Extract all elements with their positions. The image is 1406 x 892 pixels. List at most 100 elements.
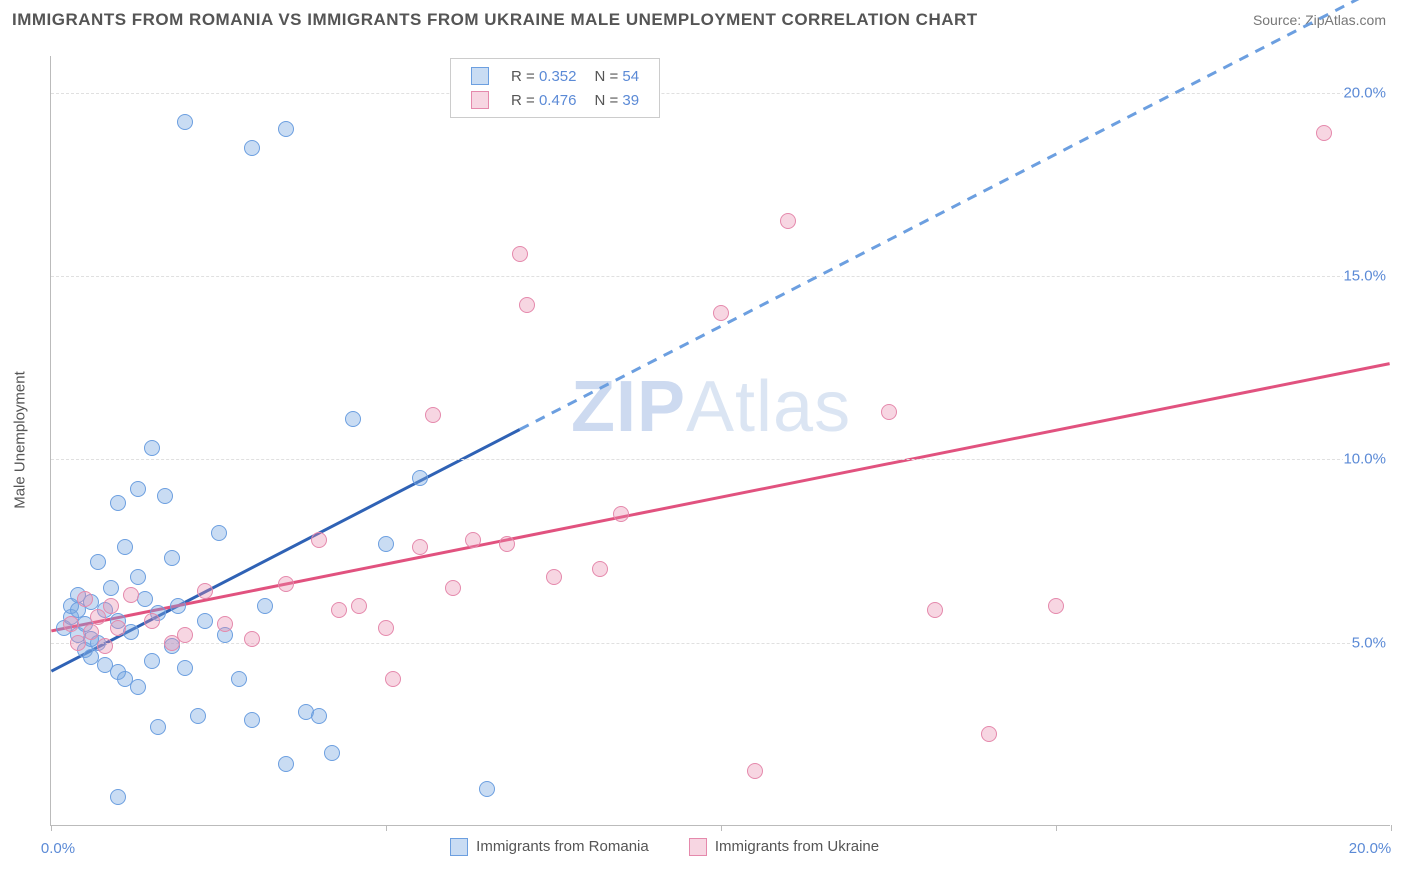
y-tick-label: 10.0% bbox=[1343, 451, 1392, 468]
legend-bottom: Immigrants from Romania Immigrants from … bbox=[450, 838, 879, 856]
data-point bbox=[881, 404, 897, 420]
x-tick bbox=[1056, 825, 1057, 831]
data-point bbox=[546, 569, 562, 585]
data-point bbox=[378, 620, 394, 636]
data-point bbox=[378, 536, 394, 552]
data-point bbox=[244, 631, 260, 647]
data-point bbox=[130, 679, 146, 695]
data-point bbox=[927, 602, 943, 618]
r-label: R = bbox=[511, 68, 535, 85]
r-value-ukraine: 0.476 bbox=[539, 92, 577, 109]
swatch-romania bbox=[471, 67, 489, 85]
data-point bbox=[412, 539, 428, 555]
trend-lines bbox=[51, 56, 1390, 825]
legend-table: R = 0.352 N = 54 R = 0.476 N = 39 bbox=[461, 63, 649, 113]
grid-line bbox=[51, 93, 1390, 94]
data-point bbox=[278, 756, 294, 772]
data-point bbox=[164, 550, 180, 566]
data-point bbox=[70, 635, 86, 651]
legend-item-romania: Immigrants from Romania bbox=[450, 838, 649, 856]
data-point bbox=[90, 554, 106, 570]
data-point bbox=[130, 481, 146, 497]
data-point bbox=[144, 440, 160, 456]
data-point bbox=[177, 660, 193, 676]
data-point bbox=[445, 580, 461, 596]
watermark: ZIPAtlas bbox=[571, 366, 851, 448]
data-point bbox=[1316, 125, 1332, 141]
x-tick bbox=[1391, 825, 1392, 831]
y-axis-label: Male Unemployment bbox=[12, 371, 29, 509]
data-point bbox=[231, 671, 247, 687]
swatch-ukraine bbox=[471, 91, 489, 109]
legend-label-romania: Immigrants from Romania bbox=[476, 838, 649, 855]
data-point bbox=[499, 536, 515, 552]
watermark-bold: ZIP bbox=[571, 367, 686, 447]
data-point bbox=[278, 121, 294, 137]
data-point bbox=[425, 407, 441, 423]
legend-correlation-box: R = 0.352 N = 54 R = 0.476 N = 39 bbox=[450, 58, 660, 118]
data-point bbox=[385, 671, 401, 687]
plot-box: ZIPAtlas 5.0% 10.0% 15.0% 20.0% bbox=[50, 56, 1390, 826]
data-point bbox=[257, 598, 273, 614]
data-point bbox=[110, 495, 126, 511]
data-point bbox=[103, 598, 119, 614]
data-point bbox=[713, 305, 729, 321]
data-point bbox=[592, 561, 608, 577]
data-point bbox=[217, 616, 233, 632]
data-point bbox=[77, 591, 93, 607]
swatch-romania-icon bbox=[450, 838, 468, 856]
source-label: Source: ZipAtlas.com bbox=[1253, 12, 1386, 28]
y-tick-label: 15.0% bbox=[1343, 268, 1392, 285]
title-bar: IMMIGRANTS FROM ROMANIA VS IMMIGRANTS FR… bbox=[0, 0, 1406, 36]
data-point bbox=[311, 708, 327, 724]
data-point bbox=[345, 411, 361, 427]
x-label-max: 20.0% bbox=[1349, 840, 1392, 857]
n-value-romania: 54 bbox=[622, 68, 639, 85]
r-label: R = bbox=[511, 92, 535, 109]
data-point bbox=[130, 569, 146, 585]
n-label: N = bbox=[594, 68, 618, 85]
data-point bbox=[465, 532, 481, 548]
y-tick-label: 20.0% bbox=[1343, 84, 1392, 101]
y-tick-label: 5.0% bbox=[1352, 634, 1392, 651]
data-point bbox=[479, 781, 495, 797]
legend-item-ukraine: Immigrants from Ukraine bbox=[689, 838, 879, 856]
data-point bbox=[144, 613, 160, 629]
data-point bbox=[63, 616, 79, 632]
x-label-min: 0.0% bbox=[41, 840, 75, 857]
legend-row-romania: R = 0.352 N = 54 bbox=[463, 65, 647, 87]
x-tick bbox=[721, 825, 722, 831]
r-value-romania: 0.352 bbox=[539, 68, 577, 85]
data-point bbox=[747, 763, 763, 779]
data-point bbox=[331, 602, 347, 618]
legend-label-ukraine: Immigrants from Ukraine bbox=[715, 838, 879, 855]
data-point bbox=[123, 587, 139, 603]
data-point bbox=[780, 213, 796, 229]
grid-line bbox=[51, 459, 1390, 460]
data-point bbox=[190, 708, 206, 724]
data-point bbox=[110, 620, 126, 636]
data-point bbox=[613, 506, 629, 522]
data-point bbox=[197, 583, 213, 599]
data-point bbox=[103, 580, 119, 596]
data-point bbox=[144, 653, 160, 669]
n-value-ukraine: 39 bbox=[622, 92, 639, 109]
x-tick bbox=[51, 825, 52, 831]
data-point bbox=[211, 525, 227, 541]
data-point bbox=[512, 246, 528, 262]
data-point bbox=[278, 576, 294, 592]
data-point bbox=[177, 627, 193, 643]
data-point bbox=[981, 726, 997, 742]
data-point bbox=[412, 470, 428, 486]
data-point bbox=[244, 712, 260, 728]
data-point bbox=[324, 745, 340, 761]
data-point bbox=[90, 609, 106, 625]
data-point bbox=[157, 488, 173, 504]
data-point bbox=[117, 539, 133, 555]
data-point bbox=[351, 598, 367, 614]
data-point bbox=[97, 638, 113, 654]
watermark-light: Atlas bbox=[686, 367, 851, 447]
grid-line bbox=[51, 276, 1390, 277]
x-tick bbox=[386, 825, 387, 831]
legend-row-ukraine: R = 0.476 N = 39 bbox=[463, 89, 647, 111]
